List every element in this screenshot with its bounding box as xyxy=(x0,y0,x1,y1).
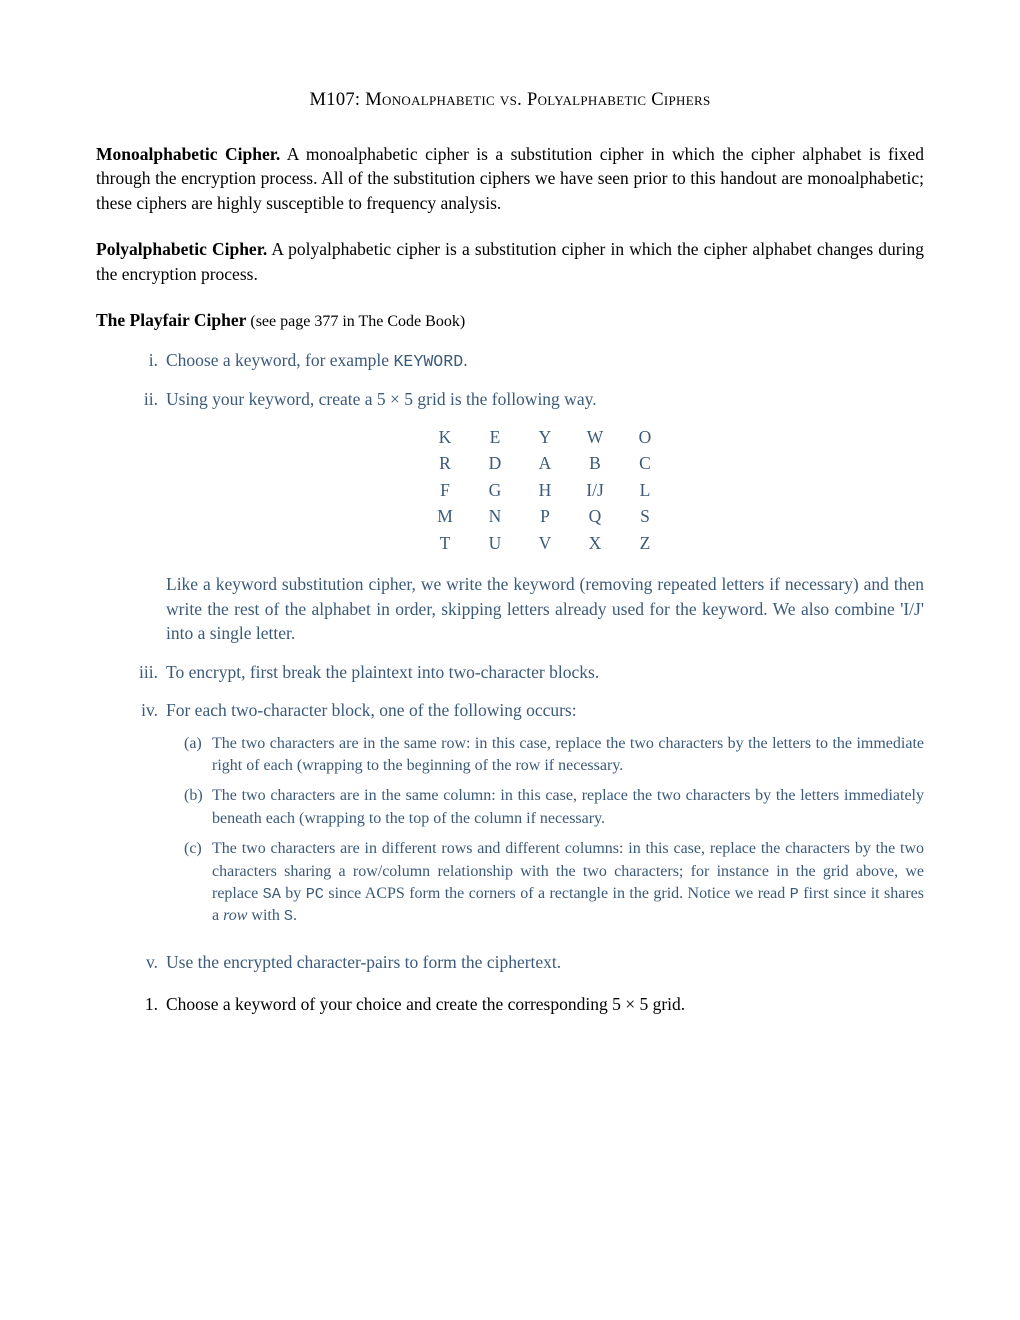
grid-cell: H xyxy=(520,477,570,504)
grid-cell: Y xyxy=(520,424,570,451)
monoalphabetic-paragraph: Monoalphabetic Cipher. A monoalphabetic … xyxy=(96,142,924,216)
grid-cell: M xyxy=(420,503,470,530)
sub-number: (c) xyxy=(184,838,212,928)
step-ii-text: Using your keyword, create a 5 × 5 grid … xyxy=(166,387,924,412)
grid-cell: S xyxy=(620,503,670,530)
grid-cell: N xyxy=(470,503,520,530)
step-i: i. Choose a keyword, for example KEYWORD… xyxy=(126,348,924,373)
exercise-number: 1. xyxy=(126,992,166,1017)
playfair-heading: The Playfair Cipher (see page 377 in The… xyxy=(96,308,924,333)
grid-row: T U V X Z xyxy=(420,530,670,557)
sub-c-row: row xyxy=(223,907,247,924)
grid-cell: C xyxy=(620,450,670,477)
sub-number: (b) xyxy=(184,785,212,830)
grid-cell: W xyxy=(570,424,620,451)
sub-number: (a) xyxy=(184,733,212,778)
grid-cell: A xyxy=(520,450,570,477)
step-number: ii. xyxy=(126,387,166,646)
grid-cell: R xyxy=(420,450,470,477)
sub-body: The two characters are in different rows… xyxy=(212,838,924,928)
step-body: For each two-character block, one of the… xyxy=(166,698,924,936)
step-body: Use the encrypted character-pairs to for… xyxy=(166,950,924,975)
step-body: Using your keyword, create a 5 × 5 grid … xyxy=(166,387,924,646)
grid-cell: O xyxy=(620,424,670,451)
sub-item-b: (b) The two characters are in the same c… xyxy=(184,785,924,830)
grid-cell: T xyxy=(420,530,470,557)
grid-cell: F xyxy=(420,477,470,504)
grid-row: F G H I/J L xyxy=(420,477,670,504)
grid-row: M N P Q S xyxy=(420,503,670,530)
step-ii: ii. Using your keyword, create a 5 × 5 g… xyxy=(126,387,924,646)
grid-cell: D xyxy=(470,450,520,477)
step-i-keyword: KEYWORD xyxy=(393,352,463,371)
document-title: M107: Monoalphabetic vs. Polyalphabetic … xyxy=(96,88,924,114)
step-iii: iii. To encrypt, first break the plainte… xyxy=(126,660,924,685)
step-i-post: . xyxy=(463,350,467,370)
step-number: iv. xyxy=(126,698,166,936)
playfair-note: (see page 377 in The Code Book) xyxy=(246,313,465,330)
grid-cell: L xyxy=(620,477,670,504)
sub-c-pc: PC xyxy=(306,885,324,903)
grid-cell: Z xyxy=(620,530,670,557)
playfair-grid: K E Y W O R D A B C F G xyxy=(420,424,670,557)
grid-cell: E xyxy=(470,424,520,451)
sub-c-mid4: with xyxy=(247,907,283,924)
step-number: iii. xyxy=(126,660,166,685)
grid-cell: V xyxy=(520,530,570,557)
playfair-steps: i. Choose a keyword, for example KEYWORD… xyxy=(96,348,924,974)
step-number: i. xyxy=(126,348,166,373)
grid-cell: I/J xyxy=(570,477,620,504)
step-i-pre: Choose a keyword, for example xyxy=(166,350,393,370)
polyalphabetic-paragraph: Polyalphabetic Cipher. A polyalphabetic … xyxy=(96,237,924,286)
sub-c-p: P xyxy=(790,885,799,903)
playfair-title: The Playfair Cipher xyxy=(96,310,246,330)
grid-cell: U xyxy=(470,530,520,557)
grid-cell: Q xyxy=(570,503,620,530)
exercise-1: 1. Choose a keyword of your choice and c… xyxy=(96,992,924,1017)
sub-body: The two characters are in the same colum… xyxy=(212,785,924,830)
page-container: M107: Monoalphabetic vs. Polyalphabetic … xyxy=(0,0,1020,1320)
step-ii-after: Like a keyword substitution cipher, we w… xyxy=(166,572,924,646)
grid-row: K E Y W O xyxy=(420,424,670,451)
grid-cell: B xyxy=(570,450,620,477)
step-iv-text: For each two-character block, one of the… xyxy=(166,698,924,723)
monoalphabetic-heading: Monoalphabetic Cipher. xyxy=(96,144,280,164)
sub-c-mid1: by xyxy=(281,885,306,902)
sub-c-s: S xyxy=(284,907,293,925)
grid-cell: P xyxy=(520,503,570,530)
grid-cell: G xyxy=(470,477,520,504)
step-iv-sublist: (a) The two characters are in the same r… xyxy=(166,733,924,928)
sub-c-post: . xyxy=(293,907,297,924)
step-number: v. xyxy=(126,950,166,975)
step-v: v. Use the encrypted character-pairs to … xyxy=(126,950,924,975)
step-iv: iv. For each two-character block, one of… xyxy=(126,698,924,936)
sub-body: The two characters are in the same row: … xyxy=(212,733,924,778)
step-body: To encrypt, first break the plaintext in… xyxy=(166,660,924,685)
grid-cell: K xyxy=(420,424,470,451)
grid-row: R D A B C xyxy=(420,450,670,477)
sub-c-mid2: since ACPS form the corners of a rectang… xyxy=(324,885,790,902)
sub-c-sa: SA xyxy=(263,885,281,903)
polyalphabetic-heading: Polyalphabetic Cipher. xyxy=(96,239,267,259)
step-body: Choose a keyword, for example KEYWORD. xyxy=(166,348,924,373)
grid-cell: X xyxy=(570,530,620,557)
exercise-text: Choose a keyword of your choice and crea… xyxy=(166,992,685,1017)
sub-item-c: (c) The two characters are in different … xyxy=(184,838,924,928)
sub-item-a: (a) The two characters are in the same r… xyxy=(184,733,924,778)
